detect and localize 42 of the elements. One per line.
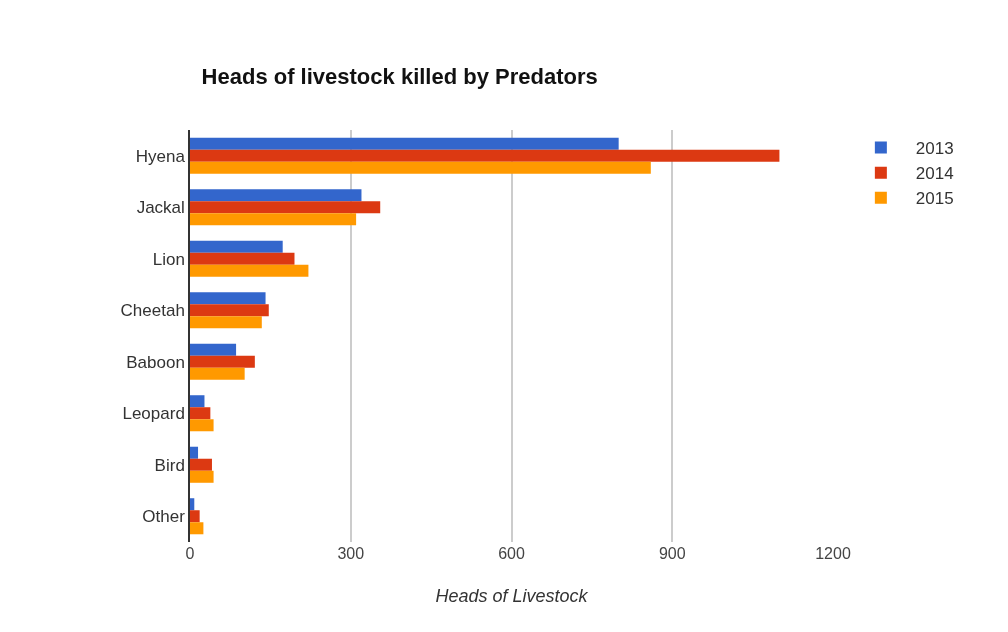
x-tick-label: 900 <box>658 545 686 562</box>
x-tick-label: 600 <box>498 545 525 562</box>
y-tick-label: Cheetah <box>120 301 185 321</box>
bar <box>190 292 266 305</box>
bar <box>190 458 212 471</box>
bar <box>190 510 200 523</box>
legend-label: 2015 <box>915 189 954 209</box>
x-axis-title: Heads of Livestock <box>435 586 589 607</box>
bar <box>190 201 381 214</box>
y-tick-label: Lion <box>152 249 185 269</box>
bar <box>190 213 357 226</box>
y-tick-label: Leopard <box>122 404 185 424</box>
legend-label: 2014 <box>915 164 954 184</box>
bar <box>190 304 269 317</box>
y-tick-label: Other <box>142 507 186 527</box>
bar <box>190 189 362 202</box>
bar <box>190 367 245 380</box>
bar <box>190 522 204 535</box>
y-tick-label: Baboon <box>126 352 185 372</box>
bar <box>190 161 651 174</box>
bar <box>190 252 295 265</box>
x-tick-label: 0 <box>185 545 195 562</box>
bar <box>190 407 211 420</box>
bar <box>190 316 262 329</box>
bar <box>190 240 283 253</box>
bar <box>190 419 214 432</box>
bar <box>190 470 214 483</box>
bar <box>190 498 195 511</box>
bar <box>190 355 255 368</box>
bar <box>190 446 199 459</box>
y-tick-label: Jackal <box>136 198 185 218</box>
chart-title: Heads of livestock killed by Predators <box>201 63 598 89</box>
x-tick-label: 300 <box>337 545 365 562</box>
y-tick-label: Hyena <box>135 146 186 166</box>
y-tick-label: Bird <box>154 455 185 475</box>
bar <box>190 343 237 356</box>
bar <box>190 137 619 150</box>
bar <box>190 149 780 162</box>
x-tick-label: 1200 <box>815 545 851 562</box>
bar <box>190 264 309 277</box>
bar <box>190 395 205 408</box>
legend-label: 2013 <box>915 139 954 159</box>
